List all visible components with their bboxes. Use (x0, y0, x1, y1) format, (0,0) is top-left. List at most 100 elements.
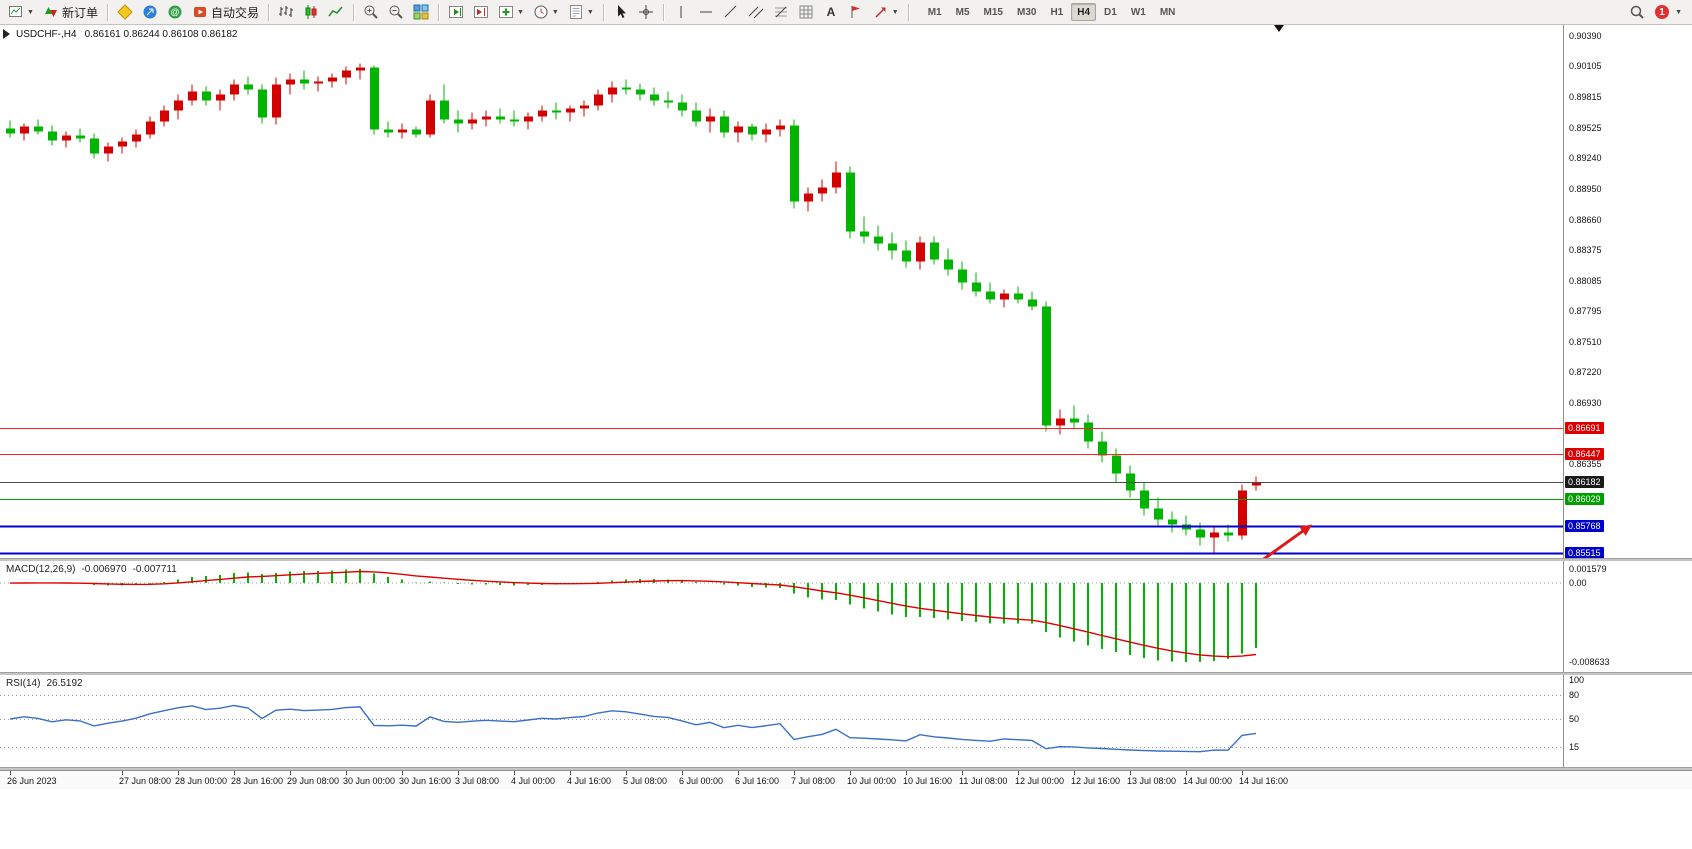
candle-up (230, 79, 239, 101)
toolbar: ▼ 新订单 @ 自动交易 (0, 0, 1692, 25)
candle-down (622, 79, 631, 95)
trendline-button[interactable] (719, 2, 743, 22)
algo-trading-button[interactable]: 自动交易 (188, 2, 263, 22)
crosshair-button[interactable] (634, 2, 658, 22)
chevron-down-icon[interactable]: ▼ (1675, 8, 1682, 16)
time-tick (514, 771, 515, 775)
price-tag: 0.85768 (1565, 520, 1604, 532)
arrow-annotation[interactable] (1248, 529, 1305, 558)
timeframe-button-mn[interactable]: MN (1154, 3, 1182, 21)
rsi-canvas[interactable] (0, 675, 1563, 767)
flag-icon (851, 6, 860, 18)
time-axis[interactable]: 26 Jun 2023 27 Jun 08:00 28 Jun 00:00 28 Ju… (0, 770, 1692, 789)
candle-up (426, 94, 435, 138)
time-label: 12 Jul 16:00 (1071, 776, 1121, 786)
candle-up (608, 81, 617, 103)
macd-canvas[interactable] (0, 561, 1563, 672)
main-chart-canvas[interactable] (0, 25, 1563, 558)
candle-up (398, 123, 407, 139)
timeframe-button-h4[interactable]: H4 (1071, 3, 1097, 21)
timeframe-button-d1[interactable]: D1 (1098, 3, 1123, 21)
indicators-button[interactable]: ▼ (494, 2, 528, 22)
timeframe-button-h1[interactable]: H1 (1044, 3, 1069, 21)
horizontal-line-button[interactable] (694, 2, 718, 22)
shapes-grid-button[interactable] (794, 2, 818, 22)
rsi-plot[interactable]: RSI(14) 26.5192 (0, 675, 1563, 767)
price-plot[interactable]: USDCHF-,H4 0.86161 0.86244 0.86108 0.8618… (0, 25, 1563, 558)
fibonacci-button[interactable] (769, 2, 793, 22)
zoom-in-button[interactable] (359, 2, 383, 22)
text-tool-button[interactable]: A (819, 2, 843, 22)
panel-separator[interactable] (0, 672, 1692, 675)
candle-up (594, 89, 603, 111)
time-tick (906, 771, 907, 775)
candle-down (636, 83, 645, 101)
search-button[interactable] (1625, 2, 1649, 22)
candle-up (342, 66, 351, 85)
rsi-scale-label: 100 (1569, 675, 1585, 685)
ohlc-label: 0.86161 0.86244 0.86108 0.86182 (84, 29, 238, 40)
price-scale-label: 0.89525 (1569, 122, 1602, 133)
templates-button[interactable]: ▼ (564, 2, 598, 22)
candle-up (216, 89, 225, 111)
timeframe-button-m30[interactable]: M30 (1011, 3, 1042, 21)
macd-scale-label: -0.008633 (1569, 656, 1610, 667)
label-tool-button[interactable] (844, 2, 868, 22)
time-label: 30 Jun 00:00 (343, 776, 396, 786)
tile-windows-button[interactable] (409, 2, 433, 22)
auto-scroll-button[interactable] (444, 2, 468, 22)
candle-down (958, 261, 967, 290)
timeframes-menu-button[interactable]: ▼ (529, 2, 563, 22)
price-axis[interactable]: 0.90390 0.90105 0.89815 0.89525 0.89240 0.889… (1563, 25, 1692, 558)
metaeditor-button[interactable] (113, 2, 137, 22)
zoom-out-button[interactable] (384, 2, 408, 22)
candle-up (132, 129, 141, 148)
timeframe-button-m1[interactable]: M1 (922, 3, 948, 21)
macd-label: MACD(12,26,9) -0.006970 -0.007711 (6, 564, 183, 575)
candle-down (34, 119, 43, 135)
candle-down (1014, 286, 1023, 304)
arrows-tool-button[interactable]: ▼ (869, 2, 903, 22)
price-scale-label: 0.89240 (1569, 152, 1602, 163)
price-scale-label: 0.87795 (1569, 305, 1602, 316)
channel-button[interactable] (744, 2, 768, 22)
chart-shift-button[interactable] (469, 2, 493, 22)
candle-down (510, 110, 519, 127)
notification-badge[interactable]: 1 (1655, 5, 1670, 19)
time-label: 28 Jun 16:00 (231, 776, 284, 786)
cursor-icon (617, 5, 626, 18)
macd-plot[interactable]: MACD(12,26,9) -0.006970 -0.007711 (0, 561, 1563, 672)
panel-separator[interactable] (0, 767, 1692, 770)
chart-shift-marker[interactable] (1274, 25, 1284, 32)
text-icon: A (826, 5, 835, 19)
timeframe-button-m5[interactable]: M5 (950, 3, 976, 21)
community-button[interactable]: @ (163, 2, 187, 22)
timeframe-button-m15[interactable]: M15 (978, 3, 1009, 21)
one-click-trading-expander[interactable] (3, 29, 10, 39)
time-tick (738, 771, 739, 775)
time-label: 26 Jun 2023 (7, 776, 57, 786)
market-button[interactable] (138, 2, 162, 22)
vertical-line-button[interactable] (669, 2, 693, 22)
panel-separator[interactable] (0, 558, 1692, 561)
time-tick (626, 771, 627, 775)
bar-chart-button[interactable] (274, 2, 298, 22)
line-chart-button[interactable] (324, 2, 348, 22)
time-label: 12 Jul 00:00 (1015, 776, 1065, 786)
new-order-button[interactable]: 新订单 (39, 2, 102, 22)
chevron-down-icon: ▼ (516, 8, 524, 16)
macd-signal-line (9, 570, 1257, 658)
candle-chart-button[interactable] (299, 2, 323, 22)
time-tick (1130, 771, 1131, 775)
cursor-button[interactable] (609, 2, 633, 22)
timeframe-button-w1[interactable]: W1 (1125, 3, 1152, 21)
macd-axis[interactable]: 0.001579 0.00 -0.008633 (1563, 561, 1692, 672)
bar-chart-icon (278, 6, 293, 17)
price-scale-label: 0.88085 (1569, 275, 1602, 286)
rsi-axis[interactable]: 100 80 50 15 (1563, 675, 1692, 767)
new-chart-button[interactable]: ▼ (4, 2, 38, 22)
candle-down (258, 84, 267, 124)
candle-up (356, 63, 365, 80)
template-icon (569, 5, 582, 19)
time-label: 3 Jul 08:00 (455, 776, 500, 786)
